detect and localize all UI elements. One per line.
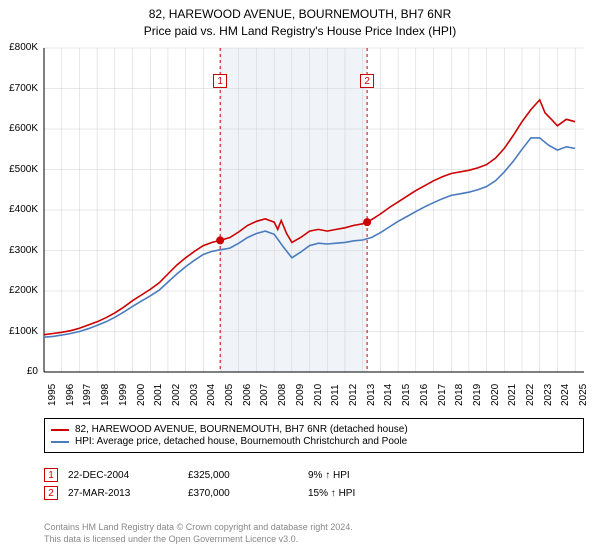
x-tick-label: 1999: [118, 384, 129, 406]
event-price: £325,000: [188, 470, 308, 481]
x-tick-label: 2025: [578, 384, 589, 406]
legend-swatch: [51, 429, 69, 431]
event-delta: 9% ↑ HPI: [308, 470, 428, 481]
x-tick-label: 2010: [313, 384, 324, 406]
legend-entry-hpi: HPI: Average price, detached house, Bour…: [51, 436, 577, 447]
x-tick-label: 2007: [259, 384, 270, 406]
legend-label: 82, HAREWOOD AVENUE, BOURNEMOUTH, BH7 6N…: [75, 424, 408, 435]
x-tick-label: 2022: [525, 384, 536, 406]
x-tick-label: 2021: [507, 384, 518, 406]
x-tick-label: 2012: [348, 384, 359, 406]
chart-legend: 82, HAREWOOD AVENUE, BOURNEMOUTH, BH7 6N…: [44, 418, 584, 453]
y-tick-label: £600K: [0, 123, 38, 134]
x-tick-label: 1995: [47, 384, 58, 406]
sale-marker-1: 1: [213, 74, 227, 88]
x-tick-label: 2014: [383, 384, 394, 406]
attribution-footer: Contains HM Land Registry data © Crown c…: [44, 522, 353, 545]
x-tick-label: 2018: [454, 384, 465, 406]
sale-events-table: 1 22-DEC-2004£325,0009% ↑ HPI 2 27-MAR-2013…: [44, 466, 428, 502]
x-tick-label: 2005: [224, 384, 235, 406]
legend-entry-price-paid: 82, HAREWOOD AVENUE, BOURNEMOUTH, BH7 6N…: [51, 424, 577, 435]
x-tick-label: 2006: [242, 384, 253, 406]
x-tick-label: 2023: [543, 384, 554, 406]
y-tick-label: £0: [0, 366, 38, 377]
x-tick-label: 1996: [65, 384, 76, 406]
y-tick-label: £300K: [0, 245, 38, 256]
x-tick-label: 2003: [189, 384, 200, 406]
event-date: 22-DEC-2004: [68, 470, 188, 481]
event-date: 27-MAR-2013: [68, 488, 188, 499]
x-tick-label: 1997: [82, 384, 93, 406]
x-tick-label: 1998: [100, 384, 111, 406]
x-tick-label: 2009: [295, 384, 306, 406]
y-tick-label: £500K: [0, 164, 38, 175]
y-tick-label: £100K: [0, 326, 38, 337]
x-tick-label: 2004: [206, 384, 217, 406]
legend-swatch: [51, 441, 69, 443]
event-marker-box: 2: [44, 486, 58, 500]
y-tick-label: £400K: [0, 204, 38, 215]
sale-event-row: 1 22-DEC-2004£325,0009% ↑ HPI: [44, 466, 428, 484]
y-tick-label: £700K: [0, 83, 38, 94]
x-tick-label: 2011: [330, 384, 341, 406]
footer-line2: This data is licensed under the Open Gov…: [44, 534, 353, 546]
x-tick-label: 2000: [136, 384, 147, 406]
x-tick-label: 2008: [277, 384, 288, 406]
sale-marker-2: 2: [360, 74, 374, 88]
x-tick-label: 2002: [171, 384, 182, 406]
footer-line1: Contains HM Land Registry data © Crown c…: [44, 522, 353, 534]
x-tick-label: 2020: [490, 384, 501, 406]
event-marker-box: 1: [44, 468, 58, 482]
x-tick-label: 2013: [366, 384, 377, 406]
x-tick-label: 2015: [401, 384, 412, 406]
y-tick-label: £200K: [0, 285, 38, 296]
event-price: £370,000: [188, 488, 308, 499]
y-tick-label: £800K: [0, 42, 38, 53]
event-delta: 15% ↑ HPI: [308, 488, 428, 499]
x-tick-label: 2019: [472, 384, 483, 406]
x-tick-label: 2016: [419, 384, 430, 406]
sale-event-row: 2 27-MAR-2013£370,00015% ↑ HPI: [44, 484, 428, 502]
legend-label: HPI: Average price, detached house, Bour…: [75, 436, 407, 447]
x-tick-label: 2024: [560, 384, 571, 406]
x-tick-label: 2017: [437, 384, 448, 406]
x-tick-label: 2001: [153, 384, 164, 406]
